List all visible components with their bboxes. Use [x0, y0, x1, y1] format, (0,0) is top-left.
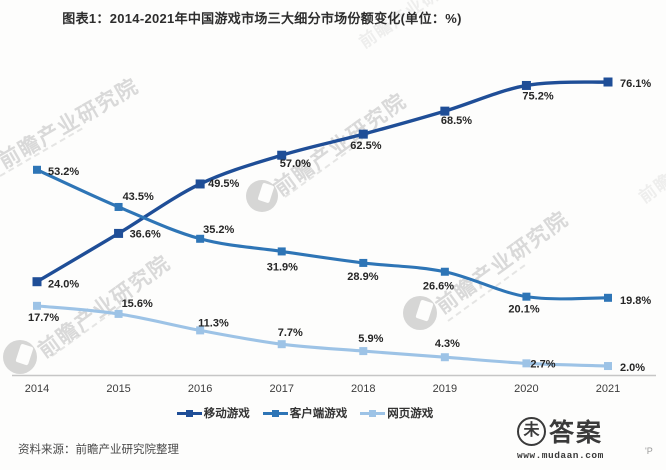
x-tick-label: 2019 [433, 383, 457, 395]
data-label-mobile: 75.2% [522, 90, 553, 102]
data-point-marker-web [522, 359, 531, 368]
data-label-web: 2.0% [620, 362, 645, 374]
legend-marker-client [262, 409, 288, 417]
data-label-mobile: 36.6% [130, 228, 161, 240]
data-label-client: 26.6% [423, 281, 454, 293]
mudaan-logo-glyph: 未 [523, 422, 540, 439]
qianzhan-logo-icon [246, 180, 278, 212]
data-label-mobile: 57.0% [280, 158, 311, 170]
legend-label: 网页游戏 [387, 408, 434, 420]
data-label-mobile: 68.5% [441, 115, 472, 127]
data-point-marker-client [522, 292, 531, 301]
data-point-marker-mobile [195, 179, 205, 189]
legend-marker-web [360, 409, 386, 417]
stray-text: 'P [645, 446, 653, 456]
data-point-marker-client [196, 234, 205, 243]
data-label-client: 28.9% [347, 271, 378, 283]
data-point-marker-client [440, 267, 449, 276]
data-label-client: 31.9% [267, 261, 298, 273]
legend-marker-mobile [176, 409, 202, 417]
data-label-web: 11.3% [198, 317, 229, 329]
data-point-marker-web [196, 326, 205, 335]
brand-url: www.mudaan.com [517, 450, 604, 461]
data-point-marker-mobile [521, 80, 531, 90]
data-label-web: 5.9% [358, 333, 383, 345]
chart-title: 图表1：2014-2021年中国游戏市场三大细分市场份额变化(单位：%) [62, 11, 462, 26]
data-point-marker-web [603, 362, 612, 371]
mudaan-brand-badge: 未 答案 www.mudaan.com [517, 413, 604, 461]
data-label-web: 15.6% [122, 298, 153, 310]
data-label-web: 7.7% [278, 327, 303, 339]
data-point-marker-web [440, 353, 449, 362]
x-tick-label: 2015 [106, 383, 130, 395]
chart-legend: 移动游戏 客户端游戏 网页游戏 [0, 405, 610, 421]
data-label-client: 43.5% [123, 191, 154, 203]
data-label-mobile: 62.5% [350, 140, 381, 152]
data-label-web: 2.7% [530, 358, 555, 370]
x-tick-label: 2017 [269, 383, 293, 395]
data-label-mobile: 24.0% [48, 279, 79, 291]
legend-item-web: 网页游戏 [360, 405, 433, 421]
mudaan-logo-icon: 未 [517, 416, 546, 446]
data-label-mobile: 49.5% [208, 178, 239, 190]
x-tick-label: 2021 [596, 383, 620, 395]
data-point-marker-mobile [440, 106, 450, 116]
legend-item-client: 客户端游戏 [262, 405, 348, 421]
data-label-client: 35.2% [203, 224, 234, 236]
data-point-marker-mobile [358, 129, 368, 139]
brand-name: 答案 [549, 419, 604, 447]
data-label-client: 19.8% [620, 295, 651, 307]
data-point-marker-web [114, 309, 123, 318]
data-point-marker-client [114, 202, 123, 211]
data-point-marker-web [33, 301, 41, 310]
data-label-client: 53.2% [48, 166, 79, 178]
legend-label: 移动游戏 [203, 408, 250, 420]
line-chart-plot: 2014 2015 2016 2017 2018 2019 2020 2021 24.0% 36.… [12, 77, 656, 395]
data-point-marker-client [277, 247, 286, 256]
data-point-marker-mobile [603, 77, 613, 87]
data-label-client: 20.1% [508, 304, 539, 316]
data-label-web: 4.3% [435, 338, 460, 350]
x-tick-label: 2020 [514, 383, 538, 395]
data-point-marker-web [277, 340, 286, 349]
x-tick-label: 2016 [188, 383, 212, 395]
data-point-marker-client [603, 293, 612, 302]
qianzhan-logo-icon [403, 296, 437, 330]
series-line-web [36, 304, 609, 368]
data-point-marker-client [359, 258, 368, 267]
data-point-marker-mobile [277, 150, 287, 160]
data-label-web: 17.7% [28, 312, 59, 324]
legend-item-mobile: 移动游戏 [176, 405, 250, 421]
series-line-mobile [36, 80, 609, 284]
data-point-marker-mobile [114, 228, 124, 238]
data-point-marker-web [359, 347, 368, 356]
data-point-marker-mobile [32, 277, 42, 287]
x-tick-label: 2018 [351, 383, 375, 395]
qianzhan-logo-icon [3, 340, 37, 374]
data-label-mobile: 76.1% [620, 78, 651, 90]
series-line-client [36, 168, 609, 301]
source-note: 资料来源：前瞻产业研究院整理 [18, 444, 179, 456]
legend-label: 客户端游戏 [289, 408, 348, 420]
x-tick-label: 2014 [25, 383, 49, 395]
data-point-marker-client [33, 165, 41, 174]
